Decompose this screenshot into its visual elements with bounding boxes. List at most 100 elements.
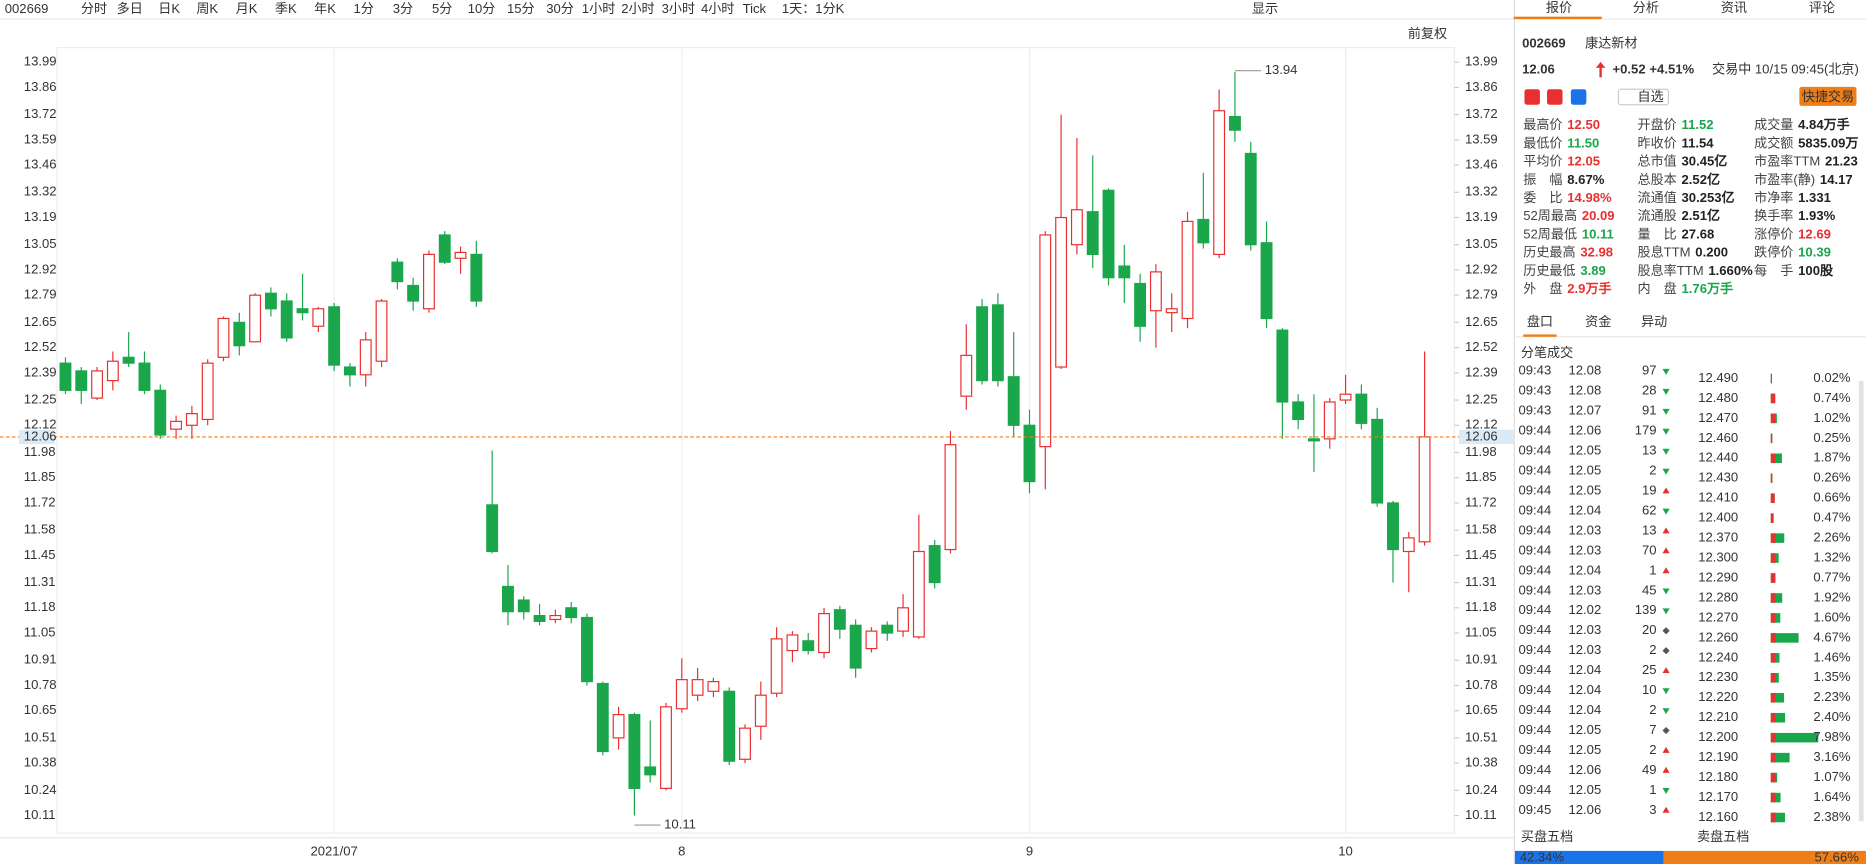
period-tab[interactable]: 30分 <box>546 1 574 16</box>
y-tick-label-right: 11.58 <box>1465 522 1497 537</box>
trade-button-bg[interactable] <box>1799 86 1857 106</box>
period-tab[interactable]: 1小时 <box>582 1 615 16</box>
depth-bar-head <box>1770 772 1776 783</box>
trade-time: 09:44 <box>1519 542 1552 557</box>
period-tab[interactable]: 5分 <box>432 1 452 16</box>
sell-label: 卖盘五档 <box>1697 828 1749 844</box>
stat-value: 8.67% <box>1567 172 1604 187</box>
y-tick-label: 12.12 <box>24 417 57 432</box>
candle-body <box>154 389 167 436</box>
stat-label: 换手率 <box>1754 208 1793 224</box>
candle-body <box>486 504 499 553</box>
period-tab[interactable]: 1分 <box>353 1 373 16</box>
depth-bar-head <box>1770 473 1773 483</box>
price-tag-right: 12.06 <box>1465 428 1498 443</box>
panel-tab[interactable]: 评论 <box>1809 0 1835 15</box>
period-tab[interactable]: 年K <box>314 1 336 16</box>
watch-button[interactable]: 自选 <box>1638 89 1664 104</box>
depth-bar-head <box>1770 752 1776 763</box>
period-tab[interactable]: 3小时 <box>662 1 695 16</box>
candle-body <box>170 420 183 430</box>
display-menu[interactable]: 显示 <box>1252 1 1278 16</box>
stat: 市盈率TTM 21.23 <box>1754 153 1858 169</box>
sub-tab[interactable]: 资金 <box>1585 314 1611 329</box>
period-tab[interactable]: 日K <box>158 1 180 16</box>
panel-tab[interactable]: 资讯 <box>1721 0 1747 15</box>
depth-price: 12.400 <box>1698 510 1738 525</box>
depth-bar <box>1770 792 1781 803</box>
candle-body <box>1339 393 1352 401</box>
stat: 涨停价 12.69 <box>1754 226 1831 242</box>
period-tab[interactable]: 2小时 <box>621 1 654 16</box>
trade-direction <box>1662 806 1670 813</box>
period-tab[interactable]: 多日 <box>117 0 143 16</box>
trade-button[interactable]: 快捷交易 <box>1802 88 1854 104</box>
panel-tab[interactable]: 分析 <box>1633 0 1659 15</box>
trade-volume: 1 <box>1649 782 1656 797</box>
sub-tab[interactable]: 异动 <box>1641 314 1667 329</box>
trade-time: 09:45 <box>1519 802 1552 817</box>
stat: 流通股 2.51亿 <box>1638 208 1721 224</box>
period-tab[interactable]: 分时 <box>81 1 107 16</box>
sub-tab[interactable]: 盘口 <box>1527 313 1553 329</box>
trade-time: 09:44 <box>1519 443 1552 458</box>
stat-label: 外 盘 <box>1523 280 1562 296</box>
active-subtab-underline <box>1523 334 1557 337</box>
stat-value: 1.331 <box>1798 190 1831 205</box>
depth-price: 12.410 <box>1698 490 1738 505</box>
trade-price: 12.03 <box>1568 622 1601 637</box>
period-tab[interactable]: 4小时 <box>701 1 734 16</box>
period-tab[interactable]: 月K <box>236 1 258 16</box>
y-tick-label: 12.65 <box>24 314 57 329</box>
stat: 开盘价 11.52 <box>1638 117 1714 133</box>
sell-bar <box>1663 850 1866 864</box>
trade-time: 09:44 <box>1519 522 1552 537</box>
trade-time: 09:44 <box>1519 562 1552 577</box>
depth-pct: 0.25% <box>1813 430 1850 445</box>
y-tick-label-right: 11.45 <box>1465 547 1497 562</box>
candle-body <box>438 234 451 263</box>
candle-body <box>565 607 578 619</box>
stat-label: 历史最低 <box>1523 263 1575 278</box>
trade-price: 12.06 <box>1568 762 1601 777</box>
interval-select[interactable]: 1天：1分K <box>782 1 845 16</box>
stat: 昨收价 11.54 <box>1638 136 1715 151</box>
quote-name: 康达新材 <box>1585 34 1637 50</box>
stat-value: 11.52 <box>1682 118 1714 133</box>
candle-body <box>1292 401 1305 421</box>
watch-button-bg[interactable] <box>1617 88 1670 106</box>
period-tab[interactable]: Tick <box>743 1 767 16</box>
trade-price: 12.05 <box>1568 443 1601 458</box>
trade-price: 12.05 <box>1568 483 1601 498</box>
candle-body <box>1323 401 1336 440</box>
period-tab[interactable]: 15分 <box>507 1 535 16</box>
period-tab[interactable]: 周K <box>196 1 218 16</box>
trade-volume: 139 <box>1635 602 1657 617</box>
trade-time: 09:44 <box>1519 742 1552 757</box>
stat-value: 14.98% <box>1567 190 1612 205</box>
stat-value: 21.23 <box>1825 154 1858 169</box>
period-tab[interactable]: 3分 <box>393 1 413 16</box>
trade-volume: 28 <box>1642 383 1657 398</box>
depth-pct: 1.87% <box>1813 450 1850 465</box>
depth-price: 12.300 <box>1698 550 1738 565</box>
candle-body <box>296 308 309 314</box>
candle-body <box>422 253 435 310</box>
stat: 总市值 30.45亿 <box>1638 153 1728 169</box>
adjust-menu[interactable]: 前复权 <box>1408 25 1447 41</box>
buy-label: 买盘五档 <box>1521 828 1573 844</box>
trade-volume: 49 <box>1642 762 1657 777</box>
y-tick-label: 12.25 <box>24 391 57 406</box>
period-tab[interactable]: 季K <box>275 1 297 16</box>
candle-body <box>470 253 483 302</box>
candle-body <box>1070 209 1083 246</box>
candle-body <box>343 366 356 376</box>
badge-icon <box>1570 89 1587 105</box>
period-tab[interactable]: 10分 <box>468 1 496 16</box>
panel-tab[interactable]: 报价 <box>1546 0 1572 15</box>
candle-body <box>122 356 135 364</box>
trade-direction <box>1662 726 1670 735</box>
scrollbar[interactable] <box>1858 380 1864 822</box>
y-tick-label: 13.72 <box>24 106 57 121</box>
